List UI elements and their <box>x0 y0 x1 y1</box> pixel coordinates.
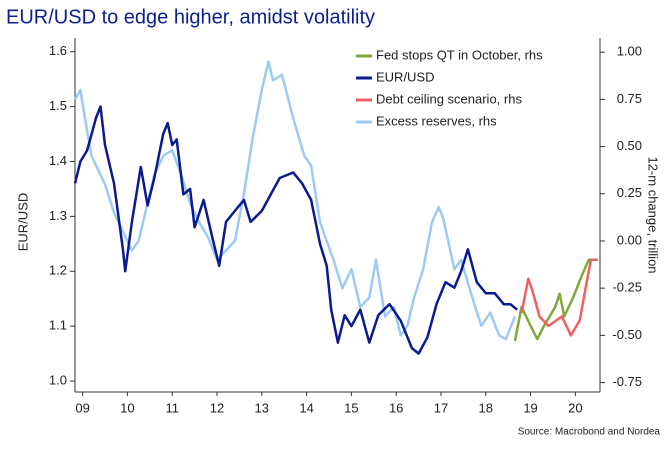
y2-tick-label: -0.50 <box>612 327 642 342</box>
y2-tick-label: -0.75 <box>612 374 642 389</box>
y-tick-label: 1.4 <box>49 153 67 168</box>
chart-title: EUR/USD to edge higher, amidst volatilit… <box>6 6 375 28</box>
x-tick-label: 10 <box>120 400 134 415</box>
y2-tick-label: 0.00 <box>617 232 642 247</box>
x-tick-label: 17 <box>434 400 448 415</box>
y2-tick-label: 0.75 <box>617 91 642 106</box>
legend-label: Debt ceiling scenario, rhs <box>376 91 522 106</box>
y2-tick-label: 1.00 <box>617 44 642 59</box>
series-line <box>73 105 518 355</box>
y-tick-label: 1.0 <box>49 372 67 387</box>
x-tick-label: 14 <box>299 400 313 415</box>
series-line <box>513 258 598 342</box>
y2-tick-label: 0.25 <box>617 185 642 200</box>
y-tick-label: 1.3 <box>49 208 67 223</box>
y2-tick-label: 0.50 <box>617 138 642 153</box>
series-line <box>73 60 517 341</box>
x-tick-label: 20 <box>568 400 582 415</box>
source: Source: Macrobond and Nordea <box>518 427 661 438</box>
y-tick-label: 1.6 <box>49 43 67 58</box>
x-tick-label: 18 <box>479 400 493 415</box>
x-tick-label: 19 <box>523 400 537 415</box>
y-axis-label: EUR/USD <box>15 193 30 252</box>
x-tick-label: 16 <box>389 400 403 415</box>
y2-tick-label: -0.25 <box>612 280 642 295</box>
y-tick-label: 1.2 <box>49 263 67 278</box>
series-line <box>520 258 598 337</box>
x-tick-label: 13 <box>255 400 269 415</box>
x-tick-label: 12 <box>210 400 224 415</box>
x-tick-label: 11 <box>165 400 179 415</box>
y-tick-label: 1.5 <box>49 98 67 113</box>
legend-label: Excess reserves, rhs <box>376 113 497 128</box>
x-tick-label: 09 <box>75 400 89 415</box>
legend-label: Fed stops QT in October, rhs <box>376 47 543 62</box>
legend-label: EUR/USD <box>376 69 435 84</box>
y-tick-label: 1.1 <box>49 318 67 333</box>
x-tick-label: 15 <box>344 400 358 415</box>
y2-axis-label: 12-m change, trillion <box>646 156 661 273</box>
